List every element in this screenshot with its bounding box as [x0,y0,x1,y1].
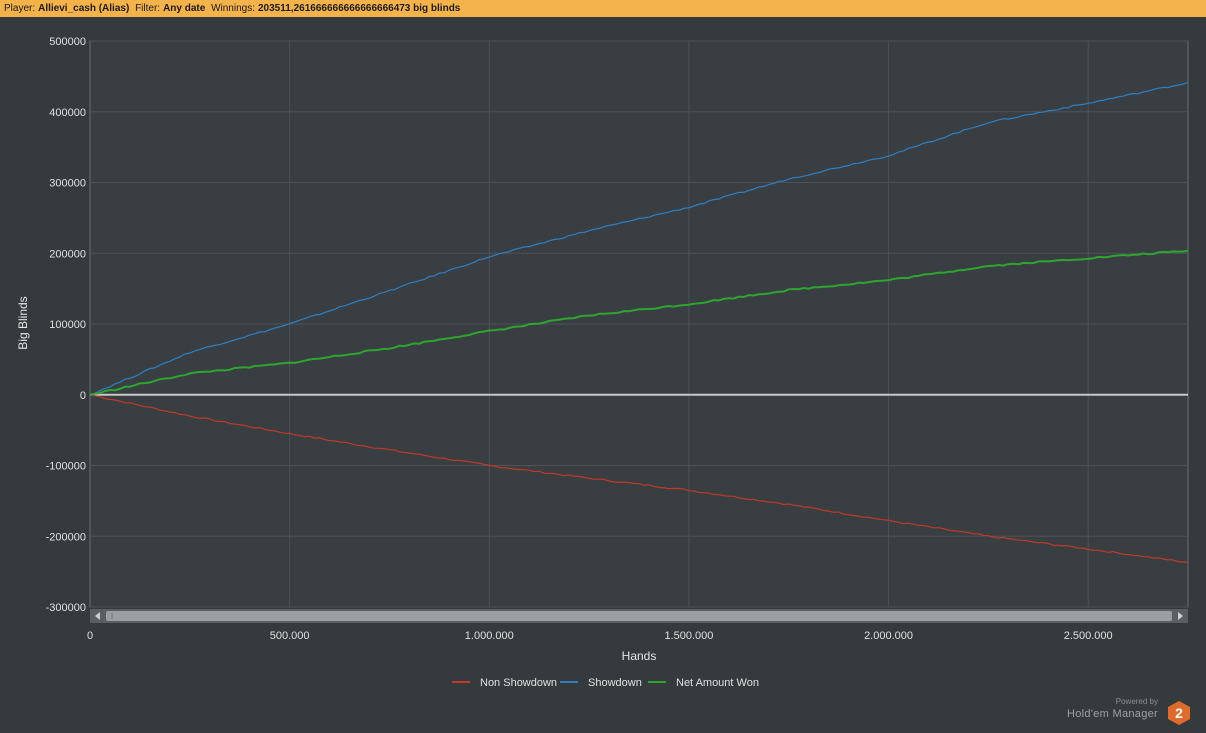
series-line-net-amount-won [89,249,1189,396]
series-lines [89,82,1189,563]
x-tick-label: 2.000.000 [864,630,913,642]
series-line-non-showdown [89,394,1189,563]
x-axis-title: Hands [622,649,657,663]
winnings-chart: 500000 400000 300000 200000 100000 0 -100000 -2… [16,36,1189,689]
y-axis-title: Big Blinds [16,296,30,349]
axes: 500000 400000 300000 200000 100000 0 -100000 -2… [46,36,1113,642]
series-line-showdown [89,82,1189,396]
horizontal-scrollbar[interactable] [90,609,1188,623]
scrollbar-thumb[interactable] [106,611,1172,621]
y-tick-label: 300000 [49,178,86,190]
holdem-manager-logo-icon: 2 [1168,701,1190,725]
legend-label-net-amount-won: Net Amount Won [676,677,759,689]
x-tick-label: 0 [87,630,93,642]
scroll-right-icon[interactable] [1178,612,1183,620]
scroll-left-icon[interactable] [95,612,100,620]
legend-label-showdown: Showdown [588,677,642,689]
brand-name: Hold'em Manager [1067,708,1158,720]
y-tick-label: -100000 [46,461,86,473]
legend: Non Showdown Showdown Net Amount Won [452,677,759,689]
x-tick-label: 500.000 [270,630,310,642]
y-tick-label: 200000 [49,248,86,260]
powered-by-text: Powered by [1115,697,1158,706]
winnings-label: Winnings: [211,3,255,14]
filter-label: Filter: [135,3,161,14]
filter-value: Any date [163,3,206,14]
y-tick-label: 100000 [49,319,86,331]
y-tick-label: -200000 [46,531,86,543]
winnings-value: 203511,261666666666666666473 big blinds [257,3,461,14]
x-tick-label: 2.500.000 [1064,630,1113,642]
x-tick-label: 1.000.000 [465,630,514,642]
y-tick-label: 400000 [49,107,86,119]
player-value: Allievi_cash (Alias) [38,3,130,14]
grid [90,40,1188,608]
x-tick-label: 1.500.000 [664,630,713,642]
legend-label-non-showdown: Non Showdown [480,677,557,689]
logo-text: 2 [1175,705,1183,721]
y-tick-label: 0 [80,390,86,402]
y-tick-label: 500000 [49,36,86,48]
powered-by-branding: Powered by Hold'em Manager 2 [1056,697,1196,727]
y-tick-label: -300000 [46,602,86,614]
player-label: Player: [4,3,36,14]
header-bar: Player: Allievi_cash (Alias) Filter: Any d… [0,0,1206,17]
